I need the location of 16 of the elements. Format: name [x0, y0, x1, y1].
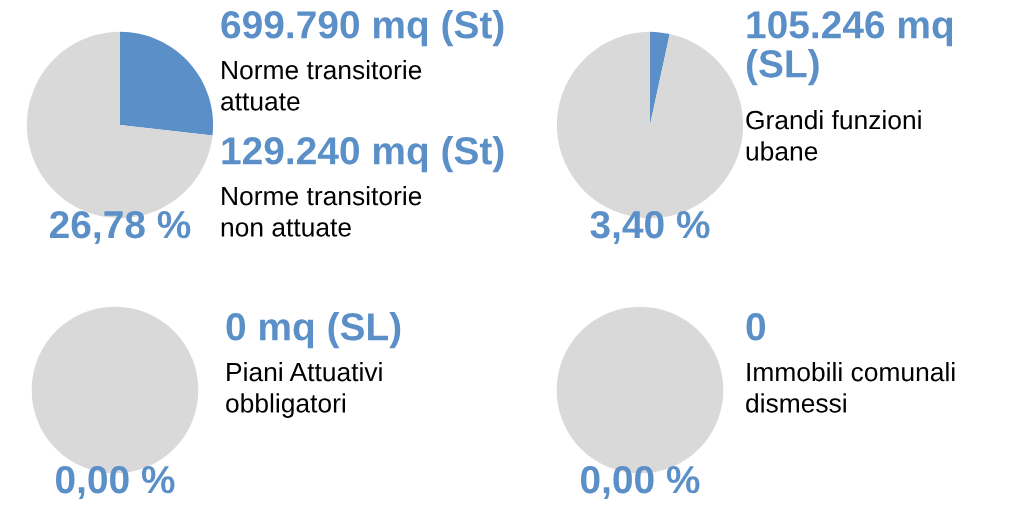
text: Piani Attuativi obbligatori — [226, 362, 382, 418]
text: Norme transitorie attuate — [221, 60, 422, 111]
text: 699.790 mq (St) — [221, 10, 504, 47]
text: Immobili comunali dismessi — [746, 362, 955, 413]
text: 3,40 % — [590, 210, 710, 245]
pie-slice — [650, 31, 670, 125]
text: 0 — [746, 313, 766, 341]
text: 26,78 % — [50, 210, 191, 245]
text: 0 mq (SL) — [226, 312, 401, 349]
text: 105.246 mq (SL) — [746, 11, 953, 86]
pie-slice — [120, 31, 214, 136]
text: Grandi funzioni ubane — [746, 110, 921, 161]
text: 129.240 mq (St) — [222, 136, 504, 173]
text: 0,00 % — [581, 465, 700, 500]
text: Norme transitorie non attuate — [221, 186, 422, 237]
text: 0,00 % — [56, 465, 175, 500]
